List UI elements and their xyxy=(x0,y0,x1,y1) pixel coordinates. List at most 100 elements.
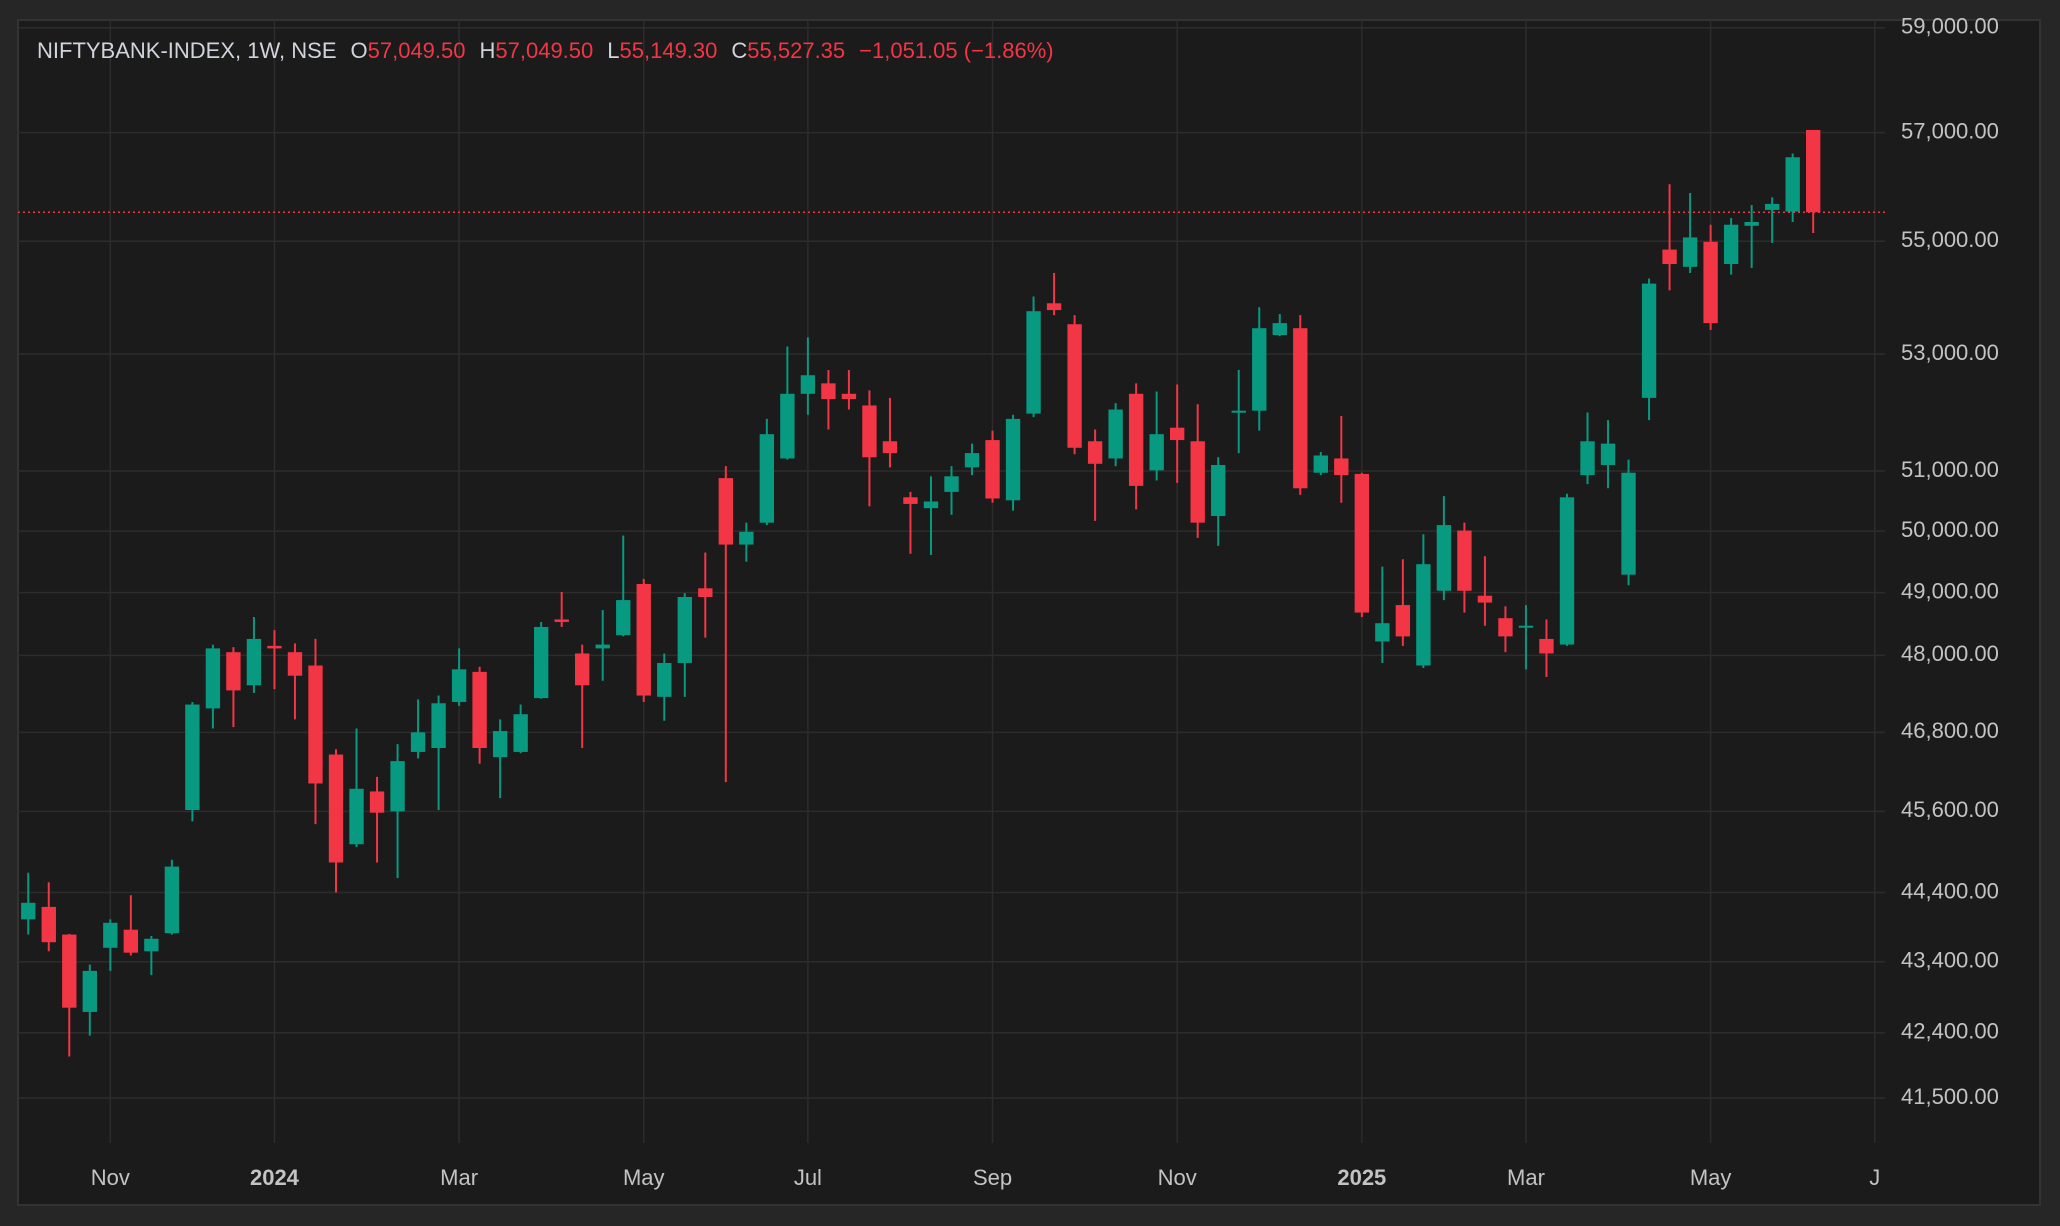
y-tick-label: 41,500.00 xyxy=(1901,1084,1999,1109)
candle-body xyxy=(985,440,1000,499)
candle-body xyxy=(1785,157,1800,212)
candle-body xyxy=(780,393,795,459)
candle-body xyxy=(1477,595,1493,603)
candle-body xyxy=(1046,303,1062,311)
candle-body xyxy=(410,732,426,752)
candle-body xyxy=(1375,623,1390,642)
candle-body xyxy=(267,645,282,649)
candle-body xyxy=(1744,221,1759,226)
candle-body xyxy=(575,653,590,686)
candle-body xyxy=(718,478,733,545)
candle-body xyxy=(164,866,180,934)
candle-body xyxy=(492,731,508,758)
candle-body xyxy=(554,619,569,622)
candle-body xyxy=(1149,434,1164,471)
candle-body xyxy=(472,671,487,749)
candle-body xyxy=(882,441,898,454)
x-tick-label: Nov xyxy=(91,1165,130,1190)
ohlc-value: 57,049.50 xyxy=(368,38,466,63)
candle-body xyxy=(1703,241,1718,324)
candle-body xyxy=(1087,441,1103,464)
candle-body xyxy=(513,714,528,752)
y-tick-label: 57,000.00 xyxy=(1901,118,1999,143)
candle-body xyxy=(677,596,692,663)
candle-body xyxy=(533,626,549,699)
y-tick-label: 42,400.00 xyxy=(1901,1019,1999,1044)
ohlc-key: O xyxy=(351,38,368,63)
candle-body xyxy=(1559,497,1575,645)
candle-body xyxy=(1354,473,1370,613)
y-tick-label: 53,000.00 xyxy=(1901,340,1999,365)
ohlc-value: 55,149.30 xyxy=(620,38,718,63)
candle-body xyxy=(595,644,610,649)
y-tick-label: 48,000.00 xyxy=(1901,641,1999,666)
candle-body xyxy=(1293,328,1308,489)
candle-body xyxy=(1211,464,1226,517)
candle-body xyxy=(451,669,467,702)
candle-body xyxy=(1436,525,1452,591)
candle-body xyxy=(1806,129,1821,213)
candle-body xyxy=(123,929,139,953)
candle-body xyxy=(923,501,939,509)
change: −1,051.05 (−1.86%) xyxy=(859,38,1053,63)
candle-body xyxy=(800,375,816,394)
ohlc-value: 55,527.35 xyxy=(747,38,845,63)
y-tick-label: 46,800.00 xyxy=(1901,718,1999,743)
ohlc-value: 57,049.50 xyxy=(495,38,593,63)
x-tick-label: 2025 xyxy=(1337,1165,1386,1190)
x-tick-label: May xyxy=(623,1165,665,1190)
candle-body xyxy=(144,938,159,952)
candle-body xyxy=(1026,311,1041,414)
candle-body xyxy=(1600,443,1616,465)
candle-body xyxy=(21,902,36,920)
candle-body xyxy=(349,788,364,845)
candle-body xyxy=(1395,605,1411,637)
candle-body xyxy=(1621,472,1636,575)
ohlc-key: L xyxy=(607,38,619,63)
candle-body xyxy=(636,583,651,696)
candle-body xyxy=(1334,458,1349,476)
candle-body xyxy=(1580,441,1595,476)
candle-body xyxy=(82,970,97,1012)
candle-body xyxy=(103,922,118,948)
candle-body xyxy=(944,476,959,492)
candle-body xyxy=(1498,618,1513,637)
candle-body xyxy=(431,703,446,749)
candle-body xyxy=(1764,203,1780,210)
y-tick-label: 44,400.00 xyxy=(1901,878,1999,903)
x-tick-label: May xyxy=(1690,1165,1732,1190)
candle-body xyxy=(1067,324,1082,448)
y-tick-label: 55,000.00 xyxy=(1901,227,1999,252)
candle-body xyxy=(698,588,713,597)
candle-body xyxy=(185,704,200,811)
candle-body xyxy=(1190,441,1205,523)
candle-body xyxy=(862,405,877,458)
candle-body xyxy=(328,754,344,863)
candle-body xyxy=(1539,638,1554,654)
candle-body xyxy=(226,652,241,691)
candle-body xyxy=(1231,410,1246,413)
candle-body xyxy=(1457,530,1472,591)
ohlc-key: H xyxy=(480,38,496,63)
candle-body xyxy=(657,662,672,697)
x-tick-label: Nov xyxy=(1158,1165,1197,1190)
candle-body xyxy=(616,600,631,636)
x-tick-label: Sep xyxy=(973,1165,1012,1190)
x-tick-label: J xyxy=(1869,1165,1880,1190)
x-tick-label: 2024 xyxy=(250,1165,300,1190)
candle-body xyxy=(1170,427,1185,441)
chart-panel xyxy=(17,19,2041,1206)
candle-body xyxy=(246,638,262,686)
candle-body xyxy=(41,906,56,943)
y-tick-label: 51,000.00 xyxy=(1901,457,1999,482)
y-tick-label: 45,600.00 xyxy=(1901,797,1999,822)
candle-body xyxy=(964,453,980,468)
x-tick-label: Mar xyxy=(1507,1165,1545,1190)
candle-body xyxy=(759,434,775,523)
candle-body xyxy=(841,393,857,400)
symbol: NIFTYBANK-INDEX, 1W, NSE xyxy=(37,38,337,63)
candle-body xyxy=(1313,455,1328,473)
x-tick-label: Mar xyxy=(440,1165,478,1190)
candle-body xyxy=(903,497,918,504)
